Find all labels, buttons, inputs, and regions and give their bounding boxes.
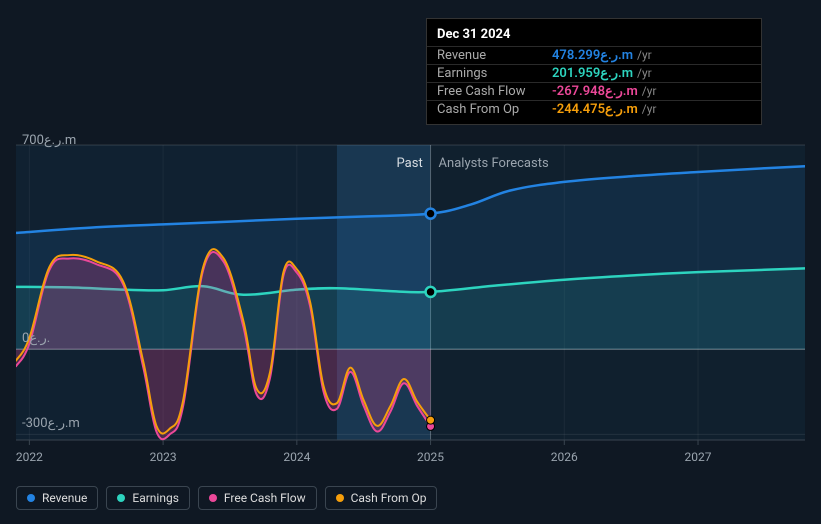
legend-label: Earnings	[132, 491, 179, 505]
legend-item-earnings[interactable]: Earnings	[106, 486, 190, 510]
y-tick-label-neg300: -300ر.ع.m	[22, 416, 80, 431]
tooltip-row: Cash From Op-244.475ر.ع.m/yr	[427, 100, 761, 118]
region-label-past: Past	[397, 156, 423, 171]
tooltip-unit: /yr	[637, 66, 652, 80]
tooltip-value: 478.299ر.ع.m	[552, 48, 633, 63]
tooltip-label: Revenue	[437, 48, 552, 63]
tooltip-unit: /yr	[642, 102, 657, 116]
legend-label: Cash From Op	[351, 491, 427, 505]
tooltip-row: Earnings201.959ر.ع.m/yr	[427, 64, 761, 82]
region-label-forecast: Analysts Forecasts	[439, 156, 549, 171]
tooltip-unit: /yr	[637, 48, 652, 62]
legend-dot-icon	[27, 494, 35, 502]
tooltip-unit: /yr	[642, 84, 657, 98]
tooltip-value: -267.948ر.ع.m	[552, 84, 638, 99]
x-tick-label: 2026	[551, 450, 578, 464]
legend-item-revenue[interactable]: Revenue	[16, 486, 98, 510]
x-tick-label: 2025	[417, 450, 444, 464]
legend-dot-icon	[336, 494, 344, 502]
x-tick-label: 2023	[150, 450, 177, 464]
tooltip-row: Revenue478.299ر.ع.m/yr	[427, 46, 761, 64]
legend-label: Free Cash Flow	[224, 491, 306, 505]
y-tick-label-0: 0ر.ع.	[22, 331, 50, 346]
legend: Revenue Earnings Free Cash Flow Cash From O…	[16, 486, 437, 510]
tooltip-label: Earnings	[437, 66, 552, 81]
tooltip-value: -244.475ر.ع.m	[552, 102, 638, 117]
legend-item-cfo[interactable]: Cash From Op	[325, 486, 438, 510]
legend-label: Revenue	[42, 491, 87, 505]
tooltip-label: Free Cash Flow	[437, 84, 552, 99]
tooltip-label: Cash From Op	[437, 102, 552, 117]
legend-dot-icon	[117, 494, 125, 502]
legend-item-fcf[interactable]: Free Cash Flow	[198, 486, 317, 510]
tooltip-title: Dec 31 2024	[427, 25, 761, 46]
x-tick-label: 2022	[16, 450, 43, 464]
tooltip-value: 201.959ر.ع.m	[552, 66, 633, 81]
tooltip: Dec 31 2024 Revenue478.299ر.ع.m/yrEarnin…	[426, 18, 762, 125]
y-tick-label-700: 700ر.ع.m	[22, 133, 76, 148]
chart-container: 700ر.ع.m 0ر.ع. -300ر.ع.m Past Analysts F…	[0, 0, 821, 524]
tooltip-row: Free Cash Flow-267.948ر.ع.m/yr	[427, 82, 761, 100]
x-tick-label: 2024	[283, 450, 310, 464]
legend-dot-icon	[209, 494, 217, 502]
x-tick-label: 2027	[685, 450, 712, 464]
